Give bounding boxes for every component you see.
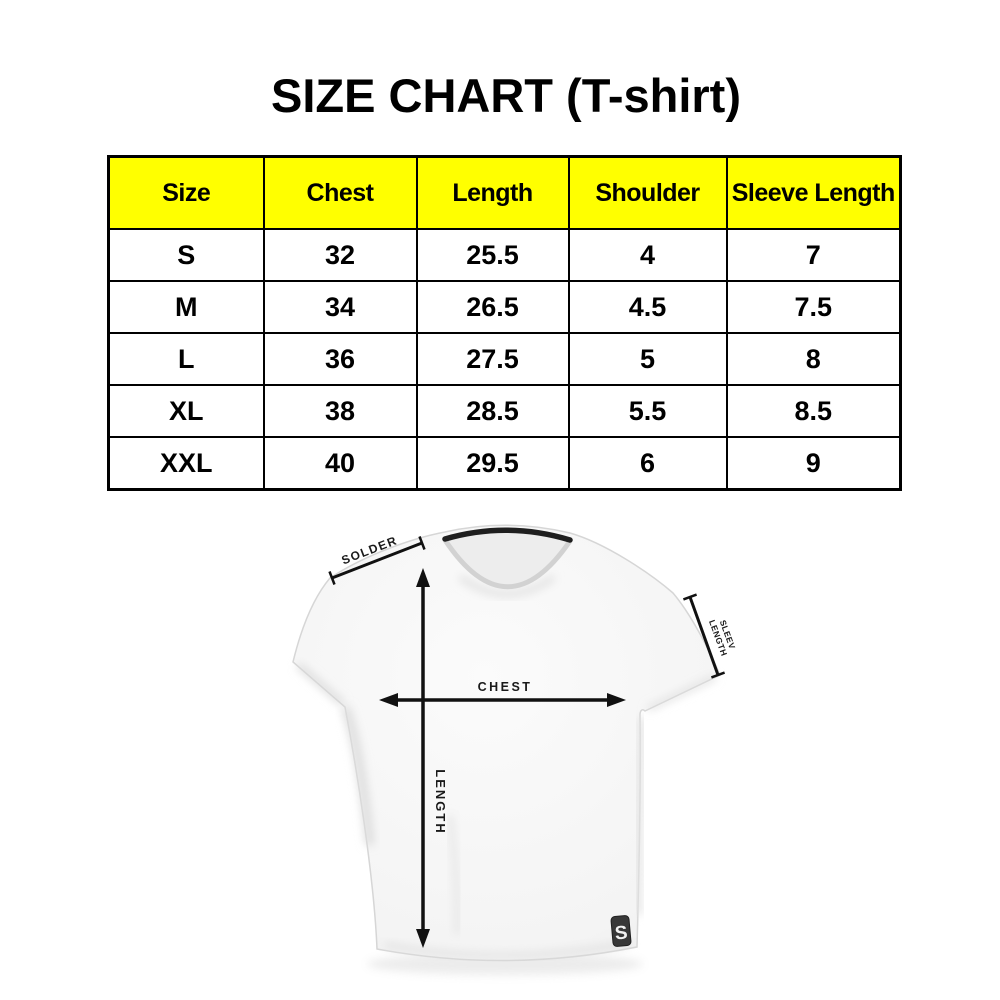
collar-back: [442, 527, 573, 543]
shirt-ground-shadow: [367, 953, 643, 975]
cell-shoulder: 5: [567, 332, 728, 386]
table-row: L 36 27.5 5 8: [107, 332, 902, 386]
cell-shoulder: 4: [567, 228, 728, 282]
cell-size: S: [107, 228, 265, 282]
table-row: XL 38 28.5 5.5 8.5: [107, 384, 902, 438]
cell-size: M: [107, 280, 265, 334]
logo-badge: S: [610, 915, 632, 947]
logo-text: S: [614, 922, 628, 944]
cell-size: XL: [107, 384, 265, 438]
chest-label: CHEST: [478, 680, 533, 694]
table-row: S 32 25.5 4 7: [107, 228, 902, 282]
shoulder-dimension-line: [328, 536, 426, 585]
cell-shoulder: 6: [567, 436, 728, 491]
chest-arrow: [379, 693, 626, 707]
cell-length: 27.5: [415, 332, 570, 386]
header-shoulder: Shoulder: [567, 155, 728, 230]
neckline-band: [442, 538, 573, 590]
cell-chest: 38: [262, 384, 418, 438]
cell-size: L: [107, 332, 265, 386]
length-arrow: [416, 568, 430, 948]
cell-shoulder: 4.5: [567, 280, 728, 334]
cell-sleeve-length: 7: [725, 228, 902, 282]
sleeve-label: SLEEV LENGTH: [707, 618, 737, 657]
cell-length: 28.5: [415, 384, 570, 438]
cell-shoulder: 5.5: [567, 384, 728, 438]
cell-length: 25.5: [415, 228, 570, 282]
cell-sleeve-length: 7.5: [725, 280, 902, 334]
cell-sleeve-length: 8: [725, 332, 902, 386]
header-size: Size: [107, 155, 265, 230]
cell-sleeve-length: 9: [725, 436, 902, 491]
length-label: LENGTH: [433, 769, 448, 834]
page-title: SIZE CHART (T-shirt): [271, 69, 741, 122]
cell-chest: 32: [262, 228, 418, 282]
cell-length: 29.5: [415, 436, 570, 491]
header-chest: Chest: [262, 155, 418, 230]
cell-chest: 34: [262, 280, 418, 334]
cell-chest: 36: [262, 332, 418, 386]
table-row: M 34 26.5 4.5 7.5: [107, 280, 902, 334]
cell-sleeve-length: 8.5: [725, 384, 902, 438]
size-table: Size Chest Length Shoulder Sleeve Length…: [107, 155, 902, 491]
table-row: XXL 40 29.5 6 9: [107, 436, 902, 491]
table-header-row: Size Chest Length Shoulder Sleeve Length: [107, 155, 902, 230]
cell-chest: 40: [262, 436, 418, 491]
sleeve-dimension-line: [682, 593, 726, 679]
cell-size: XXL: [107, 436, 265, 491]
cell-length: 26.5: [415, 280, 570, 334]
header-sleeve-length: Sleeve Length: [725, 155, 902, 230]
tshirt-diagram: S LENGTH CHEST SOLDER SLEEV LENGTH: [250, 515, 760, 993]
header-length: Length: [415, 155, 570, 230]
shirt-shading: [296, 574, 718, 958]
